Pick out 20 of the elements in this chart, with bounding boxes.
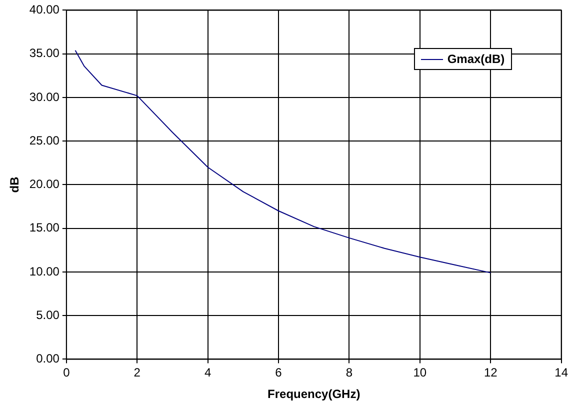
y-tick-label: 35.00 xyxy=(29,46,60,60)
y-tick-label: 25.00 xyxy=(29,133,60,148)
y-tick-label: 40.00 xyxy=(29,2,60,17)
x-tick-label: 6 xyxy=(275,366,282,380)
y-tick-label: 5.00 xyxy=(36,308,60,322)
y-tick-label: 15.00 xyxy=(29,220,60,235)
x-axis-title: Frequency(GHz) xyxy=(268,387,360,402)
y-tick-label: 10.00 xyxy=(29,264,60,278)
x-tick-label: 4 xyxy=(204,366,212,380)
y-tick-label: 0.00 xyxy=(36,352,60,366)
x-tick-label: 12 xyxy=(484,366,498,380)
x-tick-label: 8 xyxy=(346,366,353,380)
legend-label: Gmax(dB) xyxy=(447,52,505,66)
y-tick-label: 20.00 xyxy=(29,177,60,192)
x-tick-label: 0 xyxy=(63,366,70,380)
x-tick-label: 2 xyxy=(134,366,141,380)
y-tick-label: 30.00 xyxy=(29,90,60,104)
y-axis-title: dB xyxy=(8,176,22,193)
x-tick-label: 10 xyxy=(413,366,427,380)
x-tick-label: 14 xyxy=(554,366,568,380)
